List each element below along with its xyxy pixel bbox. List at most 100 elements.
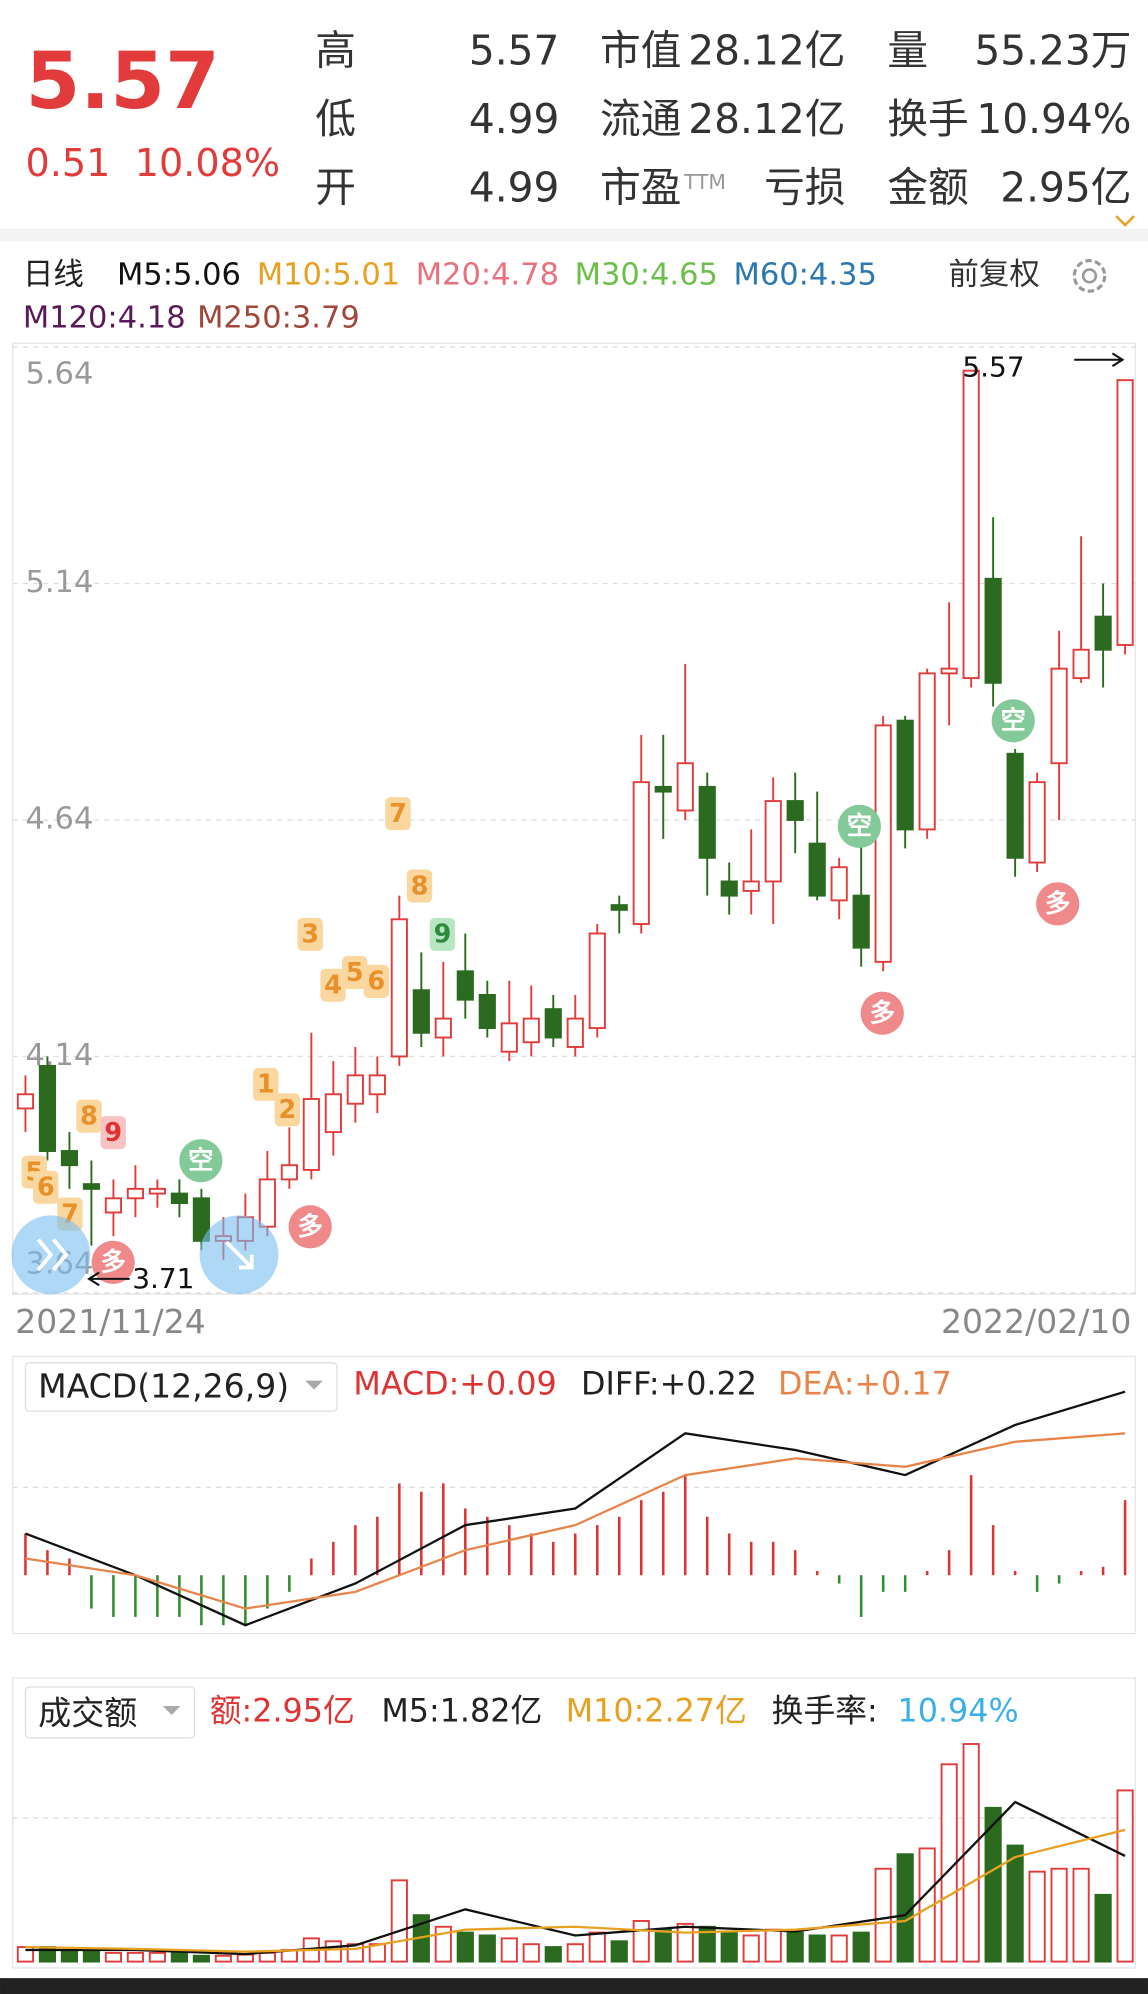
stat-value: 55.23万 [974, 26, 1131, 74]
candle-body [16, 1093, 35, 1110]
candle-body [1050, 667, 1068, 765]
period[interactable]: 日线 [23, 257, 84, 292]
scroll-left-button[interactable] [11, 1215, 91, 1295]
volume-bar [1006, 1844, 1024, 1963]
volume-bar [258, 1951, 276, 1963]
ma-label: M20:4.78 [416, 257, 559, 292]
candle-body [1028, 781, 1046, 864]
macd-panel [12, 1355, 1136, 1635]
candle-body [368, 1074, 386, 1096]
signal-label: 多 [297, 1211, 322, 1241]
signal-badge [76, 1099, 102, 1133]
volume-bar [522, 1943, 540, 1963]
signal-badge [363, 964, 390, 998]
volume-bar [720, 1931, 738, 1963]
candle-body [588, 932, 606, 1030]
volume-bar [874, 1867, 892, 1963]
signal-label: 3 [301, 919, 319, 949]
volume-bar [764, 1928, 782, 1963]
stat-label: 高 [315, 26, 356, 74]
candle-body [566, 1017, 584, 1048]
ma-label: M10:5.01 [257, 257, 400, 292]
stat-value: 4.99 [469, 95, 560, 143]
volume-bar [808, 1934, 826, 1963]
volume-bar [1072, 1867, 1090, 1963]
volume-bar [852, 1931, 870, 1963]
candle-body [456, 970, 474, 1001]
candle-body [852, 894, 870, 949]
change-percent: 10.08% [135, 141, 280, 185]
settings-icon[interactable] [1072, 259, 1107, 293]
volume-bar [676, 1922, 694, 1963]
volume-selector[interactable] [24, 1686, 196, 1739]
signal-badge [860, 991, 904, 1035]
candle-body [170, 1192, 188, 1204]
signal-label: 多 [870, 997, 895, 1027]
candle-body [82, 1183, 101, 1190]
signal-label: 1 [257, 1069, 275, 1099]
volume-bar [434, 1925, 452, 1963]
candle-body [962, 369, 980, 680]
stat-label: 换手 [887, 95, 968, 143]
start-date: 2021/11/24 [15, 1302, 205, 1341]
volume-bar [148, 1951, 166, 1963]
volume-bar [500, 1937, 518, 1963]
adjust[interactable]: 前复权 [948, 257, 1039, 292]
signal-label: 6 [37, 1172, 55, 1202]
candle-body [38, 1064, 57, 1152]
m10-label: M10:2.27亿 [566, 1693, 747, 1729]
candle-body [60, 1150, 79, 1167]
signal-label: 5 [346, 957, 364, 987]
volume-bar [544, 1946, 562, 1963]
volume-bar [456, 1931, 474, 1963]
dropdown-arrow [305, 1380, 323, 1390]
signal-badge [429, 917, 456, 951]
candle-body [324, 1093, 342, 1134]
separator [0, 228, 1148, 242]
volume-bar [984, 1806, 1002, 1963]
signal-badge [33, 1170, 59, 1204]
candle-body [896, 719, 914, 831]
diff-label: DIFF:+0.22 [581, 1367, 757, 1403]
signal-label: 9 [104, 1117, 122, 1147]
y-tick-label: 4.14 [25, 1038, 93, 1073]
stat-label: 量 [887, 26, 928, 74]
macd-selector[interactable] [24, 1362, 338, 1412]
signal-badge [406, 869, 433, 903]
stat-sup: TTM [683, 170, 726, 194]
zoom-button[interactable] [199, 1215, 279, 1295]
candle-body [346, 1074, 364, 1105]
candle-body [830, 866, 848, 902]
candle-body [434, 1017, 452, 1039]
volume-bar [786, 1931, 804, 1963]
stat-value: 亏损 [764, 164, 845, 212]
signal-badge [297, 917, 323, 951]
volume-bar [566, 1943, 584, 1963]
macd-title: MACD(12,26,9) [38, 1367, 289, 1406]
signal-badge [341, 956, 368, 990]
signal-badge [100, 1116, 126, 1150]
m5-line [25, 1800, 1126, 1956]
candle-body [742, 880, 760, 892]
volume-bar [478, 1934, 496, 1963]
turnover: 10.94% [898, 1693, 1019, 1729]
y-tick-label: 4.64 [25, 801, 93, 836]
candle-body [1094, 615, 1112, 651]
signal-badge [837, 804, 882, 848]
volume-title: 成交额 [38, 1693, 137, 1732]
signal-label: 8 [80, 1100, 98, 1130]
y-tick-label: 5.14 [25, 565, 93, 600]
candle-body [940, 667, 958, 675]
stat-label: 流通 [600, 95, 681, 143]
stat-label: 市盈 [600, 164, 681, 212]
ma-label: M5:5.06 [117, 257, 241, 292]
candle-body [192, 1197, 210, 1242]
stat-label: 开 [315, 164, 356, 212]
signal-badge [991, 699, 1035, 743]
signal-label: 多 [100, 1247, 125, 1277]
expand-icon[interactable] [1115, 215, 1135, 227]
stat-value: 10.94% [976, 95, 1131, 143]
volume-bar [1028, 1870, 1046, 1963]
signal-badge [253, 1067, 279, 1101]
amount-label: 额:2.95亿 [210, 1693, 355, 1729]
